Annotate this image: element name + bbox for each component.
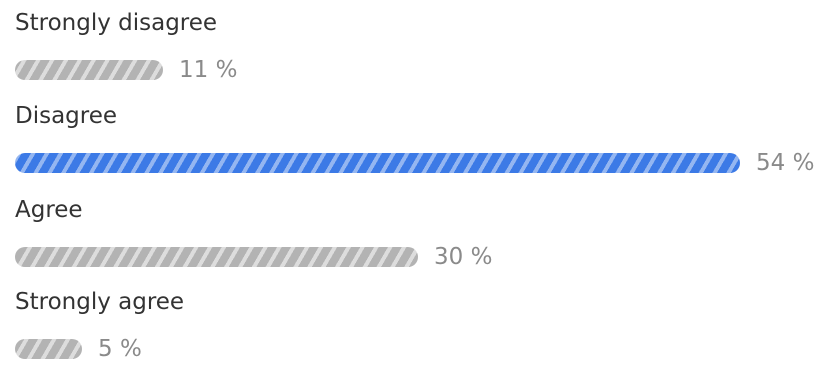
option-label: Strongly disagree <box>15 10 218 36</box>
result-row: 5 % <box>15 335 819 362</box>
percent-label: 54 % <box>756 150 815 176</box>
option-label: Agree <box>15 197 83 223</box>
result-row: 54 % <box>15 149 819 176</box>
poll-results: Strongly disagree 11 % Disagree 54 % Agr… <box>15 0 819 362</box>
result-row: 30 % <box>15 243 819 270</box>
poll-option-agree: Agree 30 % <box>15 195 819 275</box>
percent-label: 11 % <box>179 57 238 83</box>
poll-option-disagree: Disagree 54 % <box>15 101 819 181</box>
result-bar <box>15 247 418 267</box>
percent-label: 30 % <box>434 244 493 270</box>
percent-label: 5 % <box>98 336 142 362</box>
poll-option-strongly-agree: Strongly agree 5 % <box>15 287 819 367</box>
result-row: 11 % <box>15 56 819 83</box>
option-label: Disagree <box>15 103 118 129</box>
result-bar <box>15 60 163 80</box>
result-bar <box>15 153 740 173</box>
option-label: Strongly agree <box>15 289 185 315</box>
result-bar <box>15 339 82 359</box>
poll-option-strongly-disagree: Strongly disagree 11 % <box>15 8 819 88</box>
